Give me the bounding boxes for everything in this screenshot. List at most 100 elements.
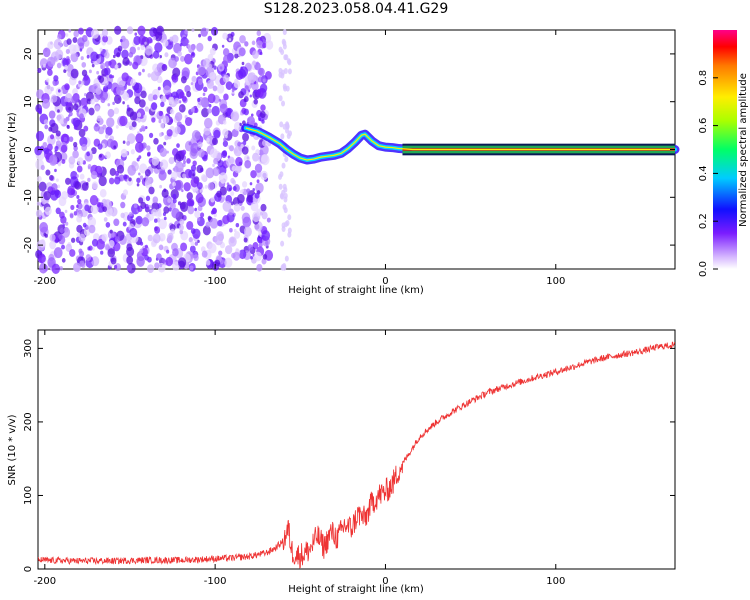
noise-blob — [169, 42, 172, 46]
noise-blob — [188, 141, 192, 146]
noise-blob — [102, 35, 109, 43]
noise-blob — [253, 251, 262, 262]
noise-blob — [184, 53, 193, 65]
noise-blob — [135, 215, 143, 225]
noise-blob — [39, 221, 49, 233]
noise-blob — [63, 118, 68, 124]
noise-blob — [117, 97, 121, 101]
noise-blob — [56, 178, 59, 182]
noise-blob — [107, 230, 115, 239]
noise-blob — [207, 107, 212, 114]
noise-blob — [175, 161, 184, 173]
noise-blob — [259, 51, 263, 56]
noise-blob — [151, 102, 158, 111]
noise-blob — [41, 98, 51, 109]
noise-blob — [280, 240, 285, 247]
noise-blob — [239, 66, 249, 78]
noise-blob — [172, 198, 177, 204]
y-tick-label: -10 — [23, 189, 34, 205]
noise-blob — [244, 159, 252, 169]
noise-blob — [241, 188, 244, 193]
noise-blob — [167, 232, 174, 241]
noise-blob — [252, 60, 257, 66]
noise-blob — [287, 227, 292, 234]
noise-blob — [180, 55, 185, 62]
noise-blob — [82, 222, 87, 228]
noise-blob — [187, 205, 195, 215]
noise-blob — [106, 138, 114, 148]
noise-blob — [249, 182, 253, 186]
noise-blob — [201, 250, 208, 258]
noise-blob — [72, 37, 78, 44]
noise-blob — [42, 141, 48, 148]
noise-blob — [161, 188, 169, 198]
noise-blob — [88, 224, 96, 234]
noise-blob — [193, 254, 199, 262]
noise-blob — [162, 31, 165, 35]
noise-blob — [65, 177, 71, 185]
noise-blob — [76, 232, 80, 237]
noise-blob — [110, 257, 117, 265]
noise-blob — [65, 58, 71, 65]
noise-blob — [50, 134, 55, 140]
noise-blob — [241, 61, 245, 66]
noise-blob — [104, 51, 110, 59]
noise-blob — [232, 251, 241, 261]
noise-blob — [115, 125, 119, 129]
noise-blob — [180, 76, 187, 84]
noise-blob — [172, 248, 179, 257]
noise-blob — [229, 145, 234, 152]
noise-blob — [148, 214, 154, 221]
noise-blob — [79, 48, 83, 52]
noise-blob — [102, 124, 107, 130]
noise-blob — [80, 97, 88, 108]
noise-blob — [44, 124, 49, 130]
noise-blob — [197, 65, 206, 76]
noise-blob — [211, 105, 220, 117]
noise-blob — [140, 201, 147, 210]
noise-blob — [171, 74, 179, 83]
noise-blob — [152, 36, 157, 41]
noise-blob — [139, 241, 144, 246]
noise-blob — [107, 108, 115, 118]
noise-blob — [232, 197, 240, 206]
noise-blob — [63, 137, 68, 142]
noise-blob — [194, 210, 201, 218]
noise-blob — [103, 217, 108, 222]
noise-blob — [194, 107, 199, 114]
noise-blob — [60, 152, 68, 162]
noise-blob — [226, 33, 234, 43]
noise-blob — [199, 188, 204, 193]
noise-blob — [65, 33, 69, 37]
noise-blob — [253, 90, 257, 94]
noise-blob — [81, 35, 88, 43]
noise-blob — [95, 87, 102, 95]
noise-blob — [206, 137, 210, 143]
noise-blob — [219, 186, 227, 196]
noise-blob — [219, 103, 228, 114]
noise-blob — [234, 53, 239, 59]
x-tick-label: -100 — [204, 276, 227, 287]
noise-blob — [172, 181, 176, 187]
noise-blob — [91, 147, 97, 155]
noise-blob — [283, 196, 288, 203]
noise-blob — [105, 151, 111, 159]
noise-blob — [121, 72, 129, 82]
noise-blob — [180, 36, 189, 47]
noise-blob — [194, 207, 198, 212]
noise-blob — [53, 75, 59, 82]
noise-blob — [59, 266, 63, 271]
noise-blob — [186, 221, 194, 230]
noise-blob — [191, 28, 195, 32]
noise-blob — [287, 214, 292, 221]
noise-blob — [246, 188, 251, 194]
noise-blob — [134, 141, 144, 153]
noise-blob — [99, 47, 103, 52]
noise-blob — [148, 186, 155, 195]
noise-blob — [102, 85, 109, 93]
noise-blob — [80, 56, 84, 61]
noise-blob — [208, 243, 217, 254]
noise-blob — [258, 242, 263, 248]
noise-blob — [171, 171, 178, 180]
noise-blob — [66, 38, 72, 45]
